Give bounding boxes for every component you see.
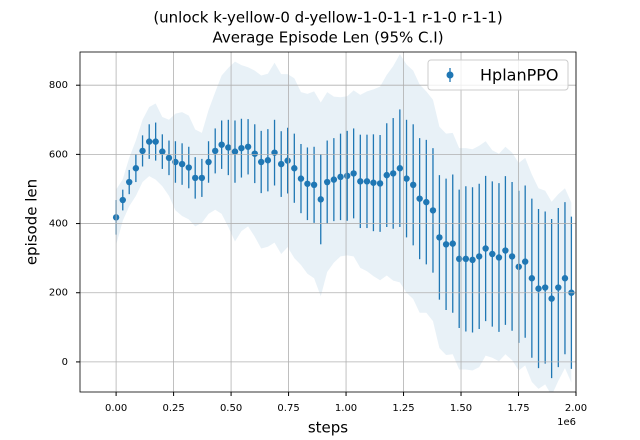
y-tick-label: 600: [49, 149, 68, 160]
x-offset-text: 1e6: [557, 417, 576, 428]
point: [291, 165, 298, 172]
x-tick-label: 1.50: [450, 403, 472, 414]
point: [165, 154, 173, 162]
confidence-band: [116, 54, 572, 392]
chart-subtitle: Average Episode Len (95% C.I): [212, 29, 443, 47]
point: [376, 180, 384, 187]
point: [416, 195, 423, 202]
point: [271, 149, 278, 156]
point: [370, 179, 377, 186]
point: [119, 196, 126, 204]
point: [429, 207, 437, 214]
x-tick-label: 2.00: [565, 403, 587, 414]
point: [251, 150, 258, 157]
point: [389, 170, 397, 177]
point: [330, 176, 338, 183]
x-tick-label: 0.25: [162, 403, 184, 414]
point: [297, 175, 305, 182]
point: [264, 157, 272, 164]
y-tick-label: 200: [49, 288, 68, 299]
point: [436, 234, 443, 241]
point: [284, 157, 291, 164]
point: [192, 174, 199, 182]
point: [244, 143, 252, 150]
point: [528, 275, 536, 282]
x-axis-label: steps: [308, 419, 348, 437]
point: [152, 138, 159, 145]
point: [132, 165, 140, 172]
point: [449, 240, 456, 247]
point: [172, 158, 179, 166]
point: [469, 256, 476, 264]
point: [521, 258, 529, 265]
x-tick-label: 1.75: [507, 403, 529, 414]
y-axis-label: episode len: [23, 179, 41, 265]
legend: HplanPPO: [427, 59, 569, 91]
point: [475, 253, 483, 260]
point: [198, 174, 206, 182]
point: [502, 247, 509, 254]
y-tick-label: 0: [62, 357, 68, 368]
point: [231, 148, 239, 155]
axes-frame: [79, 51, 577, 393]
plot-area: [112, 54, 575, 392]
point: [257, 158, 265, 166]
point: [317, 196, 324, 203]
point: [535, 285, 542, 292]
x-tick-label: 0.75: [277, 403, 299, 414]
point: [178, 160, 186, 168]
y-tick-label: 400: [49, 219, 68, 230]
point: [462, 255, 470, 263]
x-tick-label: 0.00: [105, 403, 127, 414]
x-tick-label: 1.25: [392, 403, 414, 414]
point: [357, 178, 364, 185]
point: [139, 147, 146, 155]
point: [337, 173, 344, 181]
point: [225, 144, 232, 151]
point: [212, 147, 219, 155]
point: [541, 284, 549, 291]
legend-label: HplanPPO: [480, 66, 558, 85]
x-tick-label: 1.00: [335, 403, 357, 414]
point: [455, 255, 463, 263]
point: [442, 241, 450, 248]
point: [146, 138, 153, 145]
point: [238, 144, 245, 152]
point: [409, 181, 417, 189]
point: [126, 178, 133, 186]
point: [185, 164, 192, 171]
point: [383, 171, 390, 179]
point: [555, 284, 562, 291]
point: [508, 253, 516, 260]
point: [403, 175, 410, 182]
chart-title: (unlock k-yellow-0 d-yellow-1-0-1-1 r-1-…: [153, 9, 502, 27]
point: [159, 148, 166, 155]
point: [205, 158, 212, 166]
point: [423, 198, 430, 206]
point: [548, 295, 555, 302]
point: [561, 275, 569, 282]
point: [350, 170, 357, 177]
point: [363, 178, 371, 185]
point: [218, 141, 225, 148]
point: [482, 245, 489, 252]
point: [489, 250, 496, 258]
point: [344, 172, 351, 180]
point: [323, 178, 331, 186]
point: [495, 254, 503, 261]
point: [278, 160, 285, 168]
legend-marker: [446, 71, 454, 79]
y-tick-label: 800: [49, 80, 68, 91]
point: [304, 180, 311, 187]
point: [310, 181, 318, 189]
point: [396, 165, 404, 172]
legend-box: [427, 59, 569, 91]
x-tick-label: 0.50: [220, 403, 242, 414]
